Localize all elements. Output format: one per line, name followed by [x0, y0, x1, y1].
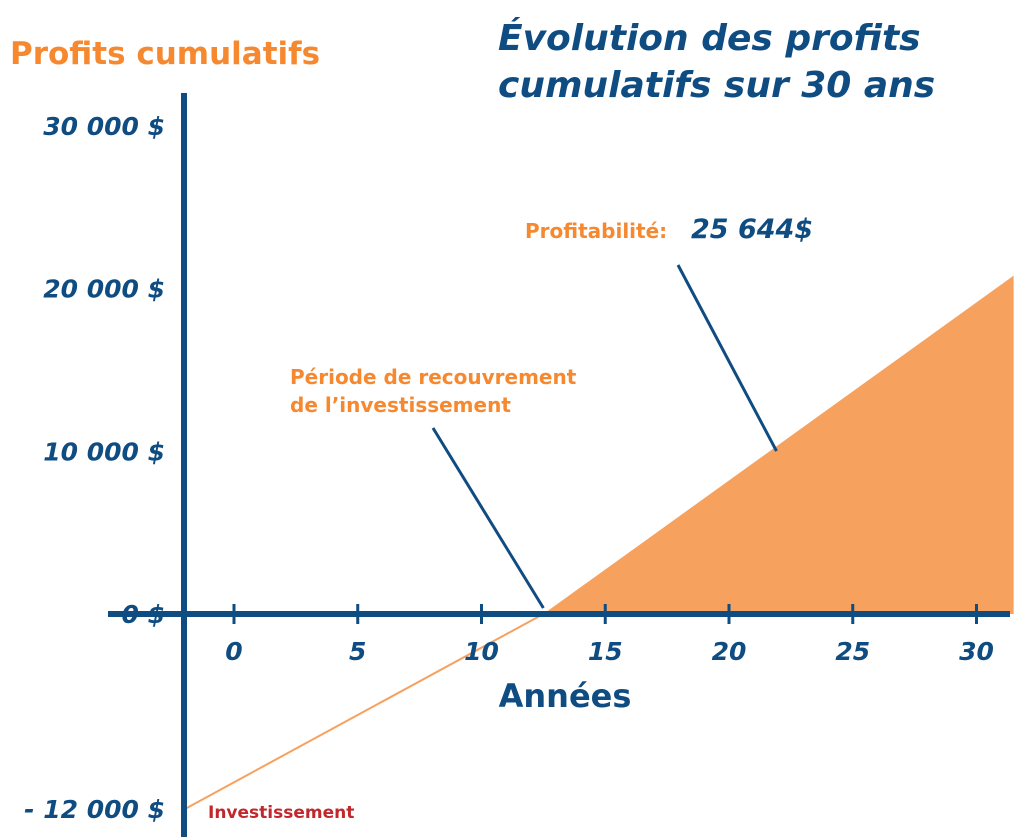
x-tick-label: 0	[225, 637, 242, 666]
x-tick-label: 5	[349, 637, 366, 666]
x-tick-label: 10	[464, 637, 499, 666]
profitability-annotation-value: 25 644$	[691, 214, 813, 245]
chart-title-line-1: Évolution des profits	[498, 17, 921, 59]
x-tick-label: 30	[959, 637, 994, 666]
y-tick-label: 0 $	[122, 600, 166, 629]
payback-leader-line	[431, 427, 545, 609]
profitability-leader-line	[676, 264, 778, 452]
x-tick-label: 20	[712, 637, 747, 666]
y-tick-label: 30 000 $	[43, 112, 165, 141]
payback-annotation-line-2: de l’investissement	[290, 393, 511, 417]
y-axis-label: Profits cumulatifs	[10, 36, 320, 72]
investment-annotation: Investissement	[208, 803, 354, 823]
chart-title-line-2: cumulatifs sur 30 ans	[498, 65, 935, 106]
y-tick-label: 20 000 $	[43, 275, 165, 304]
payback-annotation-line-1: Période de recouvrement	[290, 365, 577, 389]
y-tick-label: 10 000 $	[43, 437, 165, 466]
x-tick-label: 15	[588, 637, 623, 666]
x-axis-label: Années	[499, 677, 632, 715]
profit-area	[543, 275, 1014, 614]
investment-recovery-line	[184, 613, 544, 811]
y-tick-label: - 12 000 $	[24, 795, 165, 824]
profitability-annotation-label: Profitabilité:	[525, 219, 667, 243]
x-tick-label: 25	[835, 637, 870, 666]
